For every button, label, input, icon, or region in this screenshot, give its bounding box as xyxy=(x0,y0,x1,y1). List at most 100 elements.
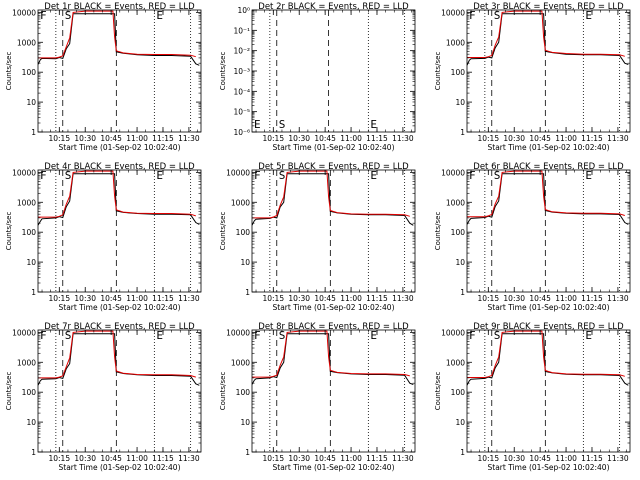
series-line-events xyxy=(38,333,200,386)
marker-f: F xyxy=(254,169,261,182)
y-axis-label: Counts/sec xyxy=(5,372,13,411)
y-tick-label: 10 xyxy=(240,258,250,267)
x-tick-label: 10:15 xyxy=(262,294,284,303)
x-tick-label: 11:00 xyxy=(555,134,577,143)
x-tick-label: 10:45 xyxy=(314,294,336,303)
series-line-events xyxy=(467,13,629,66)
x-axis-label: Start Time (01-Sep-02 10:02:40) xyxy=(273,303,395,312)
marker-e: E xyxy=(156,169,163,182)
x-tick-label: 11:00 xyxy=(555,454,577,463)
y-tick-label: 100 xyxy=(451,228,466,237)
series-line-lld xyxy=(467,170,625,218)
y-tick-label: 10000 xyxy=(226,328,250,337)
x-tick-label: 11:00 xyxy=(126,454,148,463)
marker-f: F xyxy=(469,9,476,22)
x-tick-label: 10:45 xyxy=(529,294,551,303)
panel-title: Det 9r BLACK = Events, RED = LLD xyxy=(473,322,624,332)
y-tick-label: 10000 xyxy=(441,8,465,17)
x-tick-label: 11:00 xyxy=(126,294,148,303)
x-tick-label: 10:45 xyxy=(529,454,551,463)
y-tick-label: 100 xyxy=(451,68,466,77)
x-tick-label: 10:45 xyxy=(529,134,551,143)
y-tick-label: 10000 xyxy=(441,328,465,337)
x-tick-label: 10:45 xyxy=(314,134,336,143)
x-tick-label: 11:30 xyxy=(607,454,629,463)
series-line-events xyxy=(252,333,414,385)
marker-e: E xyxy=(156,329,163,342)
panel-title: Det 5r BLACK = Events, RED = LLD xyxy=(258,162,409,172)
x-axis-label: Start Time (01-Sep-02 10:02:40) xyxy=(488,303,610,312)
y-tick-label: 10000 xyxy=(441,168,465,177)
y-tick-label: 10000 xyxy=(12,328,36,337)
y-axis-label: Counts/sec xyxy=(434,52,442,91)
x-axis-label: Start Time (01-Sep-02 10:02:40) xyxy=(273,463,395,472)
y-tick-label: 1 xyxy=(31,448,36,457)
x-tick-label: 10:45 xyxy=(100,454,122,463)
y-tick-label: 100 xyxy=(22,68,37,77)
x-tick-label: 11:00 xyxy=(340,454,362,463)
x-tick-label: 10:30 xyxy=(503,134,525,143)
x-axis-label: Start Time (01-Sep-02 10:02:40) xyxy=(488,143,610,152)
y-tick-label: 1000 xyxy=(17,358,36,367)
x-tick-label: 11:15 xyxy=(152,454,174,463)
marker-e: E xyxy=(585,169,592,182)
series-line-events xyxy=(467,333,629,386)
x-tick-label: 11:15 xyxy=(366,134,388,143)
y-tick-label: 1 xyxy=(460,288,465,297)
y-tick-label: 10 xyxy=(240,418,250,427)
x-tick-label: 11:15 xyxy=(581,134,603,143)
x-axis-label: Start Time (01-Sep-02 10:02:40) xyxy=(273,143,395,152)
panel-title: Det 3r BLACK = Events, RED = LLD xyxy=(473,2,624,12)
marker-s: S xyxy=(65,9,72,22)
y-tick-label: 1 xyxy=(460,128,465,137)
series-line-events xyxy=(38,13,200,66)
y-tick-label: 10 xyxy=(26,258,36,267)
y-tick-label: 10⁻² xyxy=(233,47,250,56)
panel-det-6: Det 6r BLACK = Events, RED = LLD 1 10 100 10… xyxy=(434,162,631,312)
panel-title: Det 7r BLACK = Events, RED = LLD xyxy=(44,322,195,332)
x-tick-label: 11:15 xyxy=(152,294,174,303)
y-axis-label: Counts/sec xyxy=(219,52,227,91)
series-line-lld xyxy=(252,170,410,219)
marker-s: S xyxy=(494,169,501,182)
y-tick-label: 1 xyxy=(460,448,465,457)
panel-det-4: Det 4r BLACK = Events, RED = LLD 1 10 100 10… xyxy=(5,162,202,312)
marker-e: E xyxy=(254,118,261,131)
x-tick-label: 10:30 xyxy=(288,454,310,463)
y-axis-label: Counts/sec xyxy=(219,372,227,411)
x-axis-label: Start Time (01-Sep-02 10:02:40) xyxy=(488,463,610,472)
x-axis-label: Start Time (01-Sep-02 10:02:40) xyxy=(59,303,181,312)
panel-title: Det 2r BLACK = Events, RED = LLD xyxy=(258,2,409,12)
y-tick-label: 1000 xyxy=(446,358,465,367)
x-tick-label: 11:30 xyxy=(607,294,629,303)
y-tick-label: 1000 xyxy=(446,38,465,47)
x-tick-label: 10:30 xyxy=(74,294,96,303)
y-tick-label: 10 xyxy=(26,98,36,107)
panel-det-3: Det 3r BLACK = Events, RED = LLD 1 10 100 10… xyxy=(434,2,631,152)
marker-s: S xyxy=(279,329,286,342)
x-tick-label: 11:15 xyxy=(581,454,603,463)
panel-title: Det 4r BLACK = Events, RED = LLD xyxy=(44,162,195,172)
marker-f: F xyxy=(469,169,476,182)
y-tick-label: 10⁻⁶ xyxy=(233,128,250,137)
y-tick-label: 10000 xyxy=(12,8,36,17)
y-tick-label: 1 xyxy=(245,288,250,297)
y-axis-label: Counts/sec xyxy=(434,212,442,251)
y-tick-label: 100 xyxy=(236,228,251,237)
y-tick-label: 10 xyxy=(455,98,465,107)
x-tick-label: 10:15 xyxy=(262,454,284,463)
y-tick-label: 1000 xyxy=(231,198,250,207)
x-tick-label: 11:00 xyxy=(126,134,148,143)
x-tick-label: 11:30 xyxy=(392,134,414,143)
x-tick-label: 10:15 xyxy=(48,454,70,463)
panel-det-7: Det 7r BLACK = Events, RED = LLD 1 10 100 10… xyxy=(5,322,202,472)
y-tick-label: 1000 xyxy=(231,358,250,367)
x-tick-label: 10:30 xyxy=(503,294,525,303)
x-tick-label: 11:15 xyxy=(366,454,388,463)
marker-s: S xyxy=(279,118,286,131)
panel-title: Det 1r BLACK = Events, RED = LLD xyxy=(44,2,195,12)
x-tick-label: 11:30 xyxy=(178,134,200,143)
x-tick-label: 10:30 xyxy=(288,294,310,303)
marker-e: E xyxy=(370,169,377,182)
x-tick-label: 10:15 xyxy=(48,294,70,303)
